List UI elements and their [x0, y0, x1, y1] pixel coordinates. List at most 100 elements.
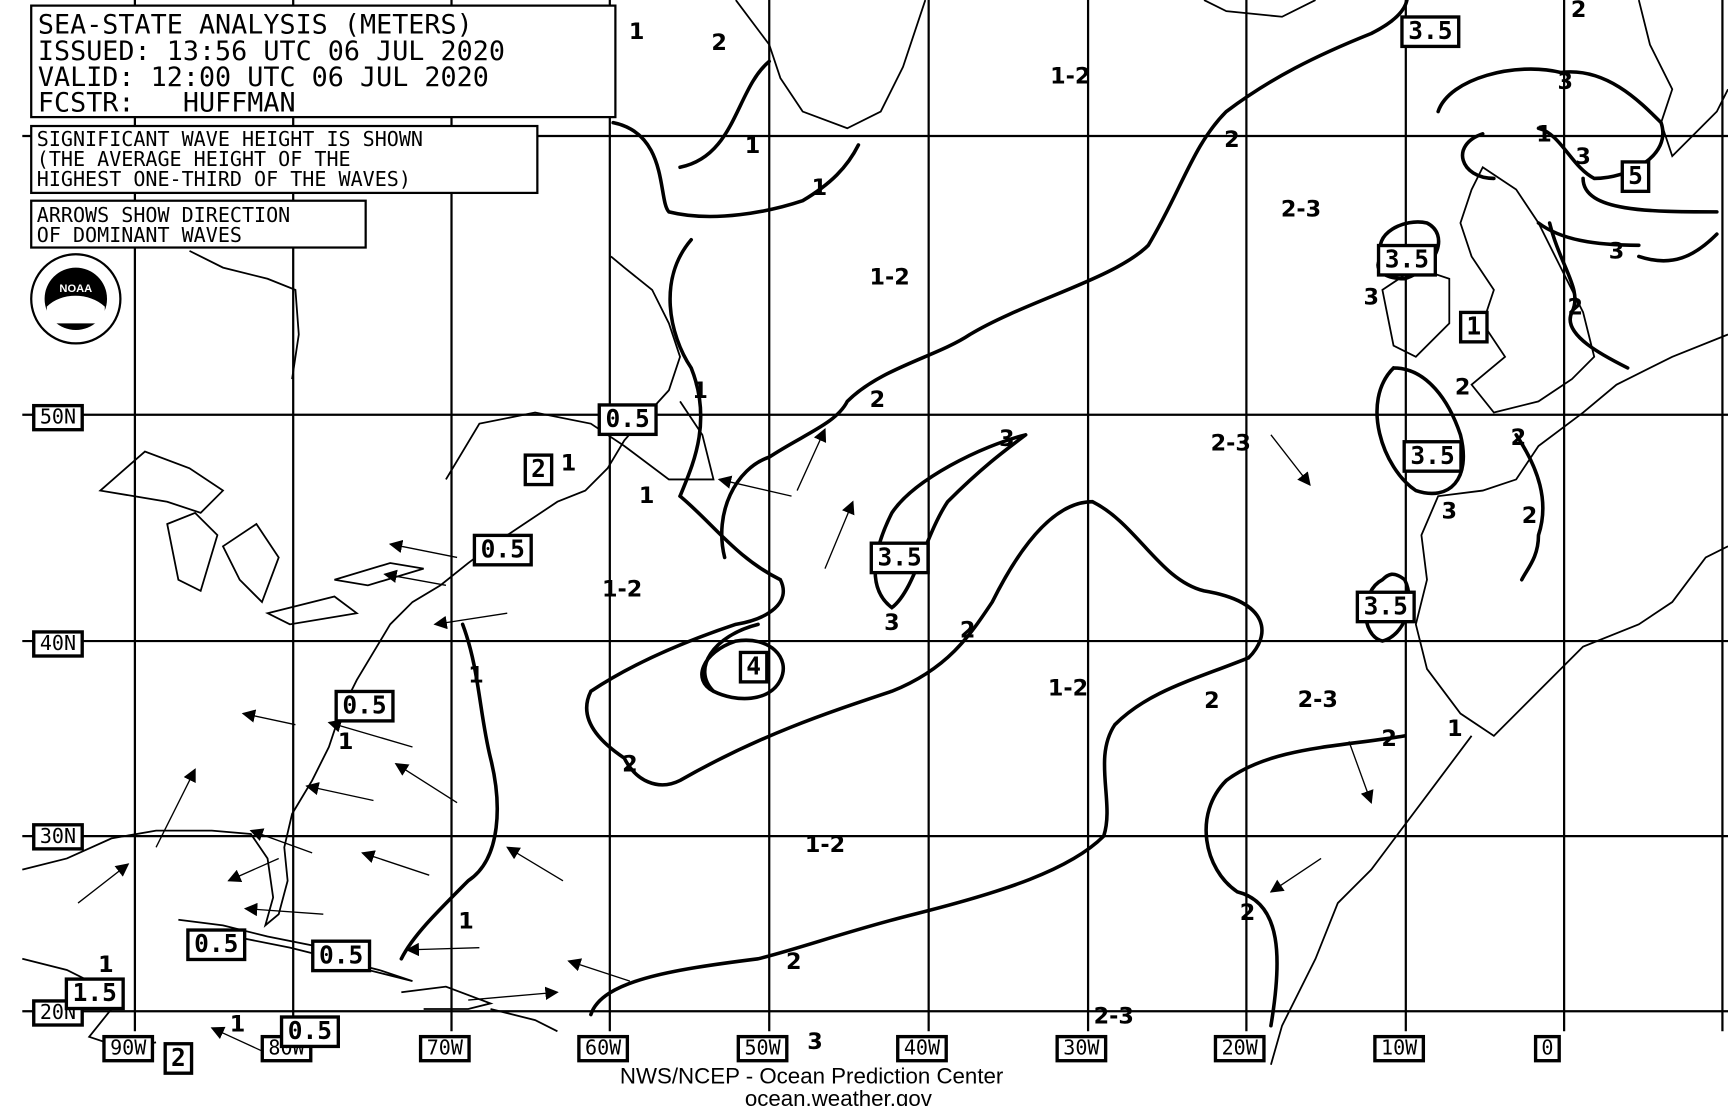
contour-label: 2 — [960, 618, 976, 644]
wave-direction-arrow — [327, 719, 413, 748]
noaa-logo: NOAA — [30, 253, 122, 345]
wave-direction-arrow — [249, 828, 313, 854]
wave-height-box-text: 3.5 — [1408, 16, 1452, 45]
contour-label: 2 — [711, 30, 727, 56]
wave-height-box-text: 0.5 — [319, 940, 363, 969]
legend-line: OF DOMINANT WAVES — [37, 223, 242, 247]
wave-height-box-text: 5 — [1628, 161, 1643, 190]
wave-height-box-text: 1.5 — [73, 978, 117, 1007]
contour-label: 2 — [786, 949, 802, 975]
longitude-label-text: 0 — [1541, 1036, 1553, 1060]
wave-height-box: 2 — [163, 1042, 194, 1075]
header-valid: VALID: 12:00 UTC 06 JUL 2020 — [38, 62, 489, 93]
region-label: 1-2 — [602, 576, 642, 602]
contour-label: 3 — [807, 1029, 823, 1055]
contour-label: 2 — [870, 387, 886, 413]
longitude-label: 70W — [418, 1034, 471, 1063]
wave-direction-arrow — [405, 942, 480, 957]
legend-wave-height: SIGNIFICANT WAVE HEIGHT IS SHOWN (THE AV… — [30, 124, 539, 195]
noaa-logo-text: NOAA — [59, 283, 92, 295]
wave-direction-arrow — [567, 958, 631, 982]
wave-direction-arrow — [506, 846, 564, 882]
contour-label: 1 — [458, 909, 474, 935]
contour-label: 1 — [639, 483, 655, 509]
longitude-label: 40W — [896, 1034, 948, 1063]
wave-height-box: 2 — [523, 453, 554, 487]
region-label: 1-2 — [870, 264, 910, 290]
wave-direction-arrow — [1270, 434, 1311, 487]
wave-height-box-text: 0.5 — [194, 929, 238, 958]
contour-label: 3 — [1363, 284, 1379, 310]
wave-direction-arrow — [305, 782, 374, 802]
region-label: 2-3 — [1211, 430, 1251, 456]
wave-direction-arrow — [388, 539, 458, 559]
contour-label: 3 — [884, 610, 900, 636]
longitude-label-text: 60W — [585, 1036, 622, 1060]
latitude-label: 30N — [32, 823, 84, 851]
wave-direction-arrow — [796, 428, 827, 491]
wave-direction-arrow — [1269, 857, 1322, 893]
contour-label: 2 — [1571, 0, 1587, 23]
map-labels: 50N40N30N20N90W80W70W60W50W40W30W20W10W0… — [32, 0, 1651, 1075]
legend-line: (THE AVERAGE HEIGHT OF THE — [37, 147, 351, 171]
wave-height-box-text: 0.5 — [481, 534, 525, 563]
wave-height-box: 0.5 — [311, 939, 372, 973]
footer: NWS/NCEP - Ocean Prediction Center ocean… — [620, 1064, 1004, 1106]
wave-height-box: 0.5 — [597, 403, 658, 437]
contour-label: 2 — [1240, 900, 1256, 926]
wave-height-box: 4 — [738, 650, 769, 684]
wave-height-box-text: 3.5 — [1364, 591, 1408, 620]
wave-height-box: 0.5 — [279, 1015, 340, 1049]
longitude-label: 50W — [736, 1034, 789, 1063]
footer-url: ocean.weather.gov — [745, 1086, 933, 1106]
contour-label: 2 — [1204, 688, 1220, 714]
region-label: 2-3 — [1094, 1003, 1134, 1029]
latitude-label: 50N — [32, 403, 84, 432]
wave-height-box: 0.5 — [334, 689, 395, 723]
header-forecaster: FCSTR: HUFFMAN — [38, 88, 296, 119]
region-label: 2-3 — [1298, 687, 1338, 713]
wave-height-box-text: 2 — [171, 1043, 186, 1072]
longitude-label-text: 70W — [427, 1036, 464, 1060]
wave-height-box-text: 0.5 — [606, 404, 650, 433]
wave-height-box: 1.5 — [64, 977, 125, 1011]
legend-line: SIGNIFICANT WAVE HEIGHT IS SHOWN — [37, 127, 423, 151]
wave-height-box-text: 1 — [1466, 311, 1481, 340]
longitude-label-text: 50W — [744, 1036, 781, 1060]
contour-label: 1 — [468, 662, 484, 688]
legend-line: ARROWS SHOW DIRECTION — [37, 203, 290, 227]
coastlines — [22, 0, 1728, 1065]
wave-height-box-text: 3.5 — [1410, 441, 1454, 470]
wave-direction-arrow — [383, 569, 447, 586]
wave-direction-arrow — [468, 986, 559, 1001]
legend-arrows: ARROWS SHOW DIRECTION OF DOMINANT WAVES — [30, 199, 367, 249]
region-label: 1-2 — [805, 832, 845, 858]
wave-direction-arrow — [433, 612, 508, 630]
contour-label: 3 — [1609, 239, 1625, 265]
wave-direction-arrow — [77, 863, 130, 904]
contour-label: 1 — [692, 378, 708, 404]
wave-direction-arrow — [243, 902, 324, 917]
longitude-label-text: 20W — [1222, 1036, 1259, 1060]
longitude-label-text: 40W — [904, 1036, 941, 1060]
wave-direction-arrow — [1348, 741, 1374, 804]
wave-direction-arrow — [717, 475, 792, 497]
wave-height-box: 3.5 — [869, 541, 930, 575]
wave-direction-arrow — [824, 500, 855, 569]
wave-height-box-text: 0.5 — [342, 691, 386, 720]
contour-label: 2 — [1522, 503, 1538, 529]
longitude-label: 0 — [1533, 1034, 1561, 1063]
wave-height-box: 3.5 — [1400, 15, 1461, 49]
wave-height-box: 3.5 — [1355, 590, 1416, 624]
wave-height-box-text: 2 — [531, 454, 546, 483]
contour-label: 1 — [561, 451, 577, 477]
wave-height-box: 3.5 — [1402, 440, 1463, 473]
wave-height-box: 3.5 — [1376, 243, 1437, 277]
header-box: SEA-STATE ANALYSIS (METERS) ISSUED: 13:5… — [30, 4, 617, 119]
wave-height-box: 0.5 — [472, 533, 533, 567]
header-issued: ISSUED: 13:56 UTC 06 JUL 2020 — [38, 36, 505, 67]
contour-label: 1 — [745, 133, 761, 159]
contour-label: 1 — [338, 729, 354, 755]
longitude-label-text: 30W — [1063, 1036, 1100, 1060]
